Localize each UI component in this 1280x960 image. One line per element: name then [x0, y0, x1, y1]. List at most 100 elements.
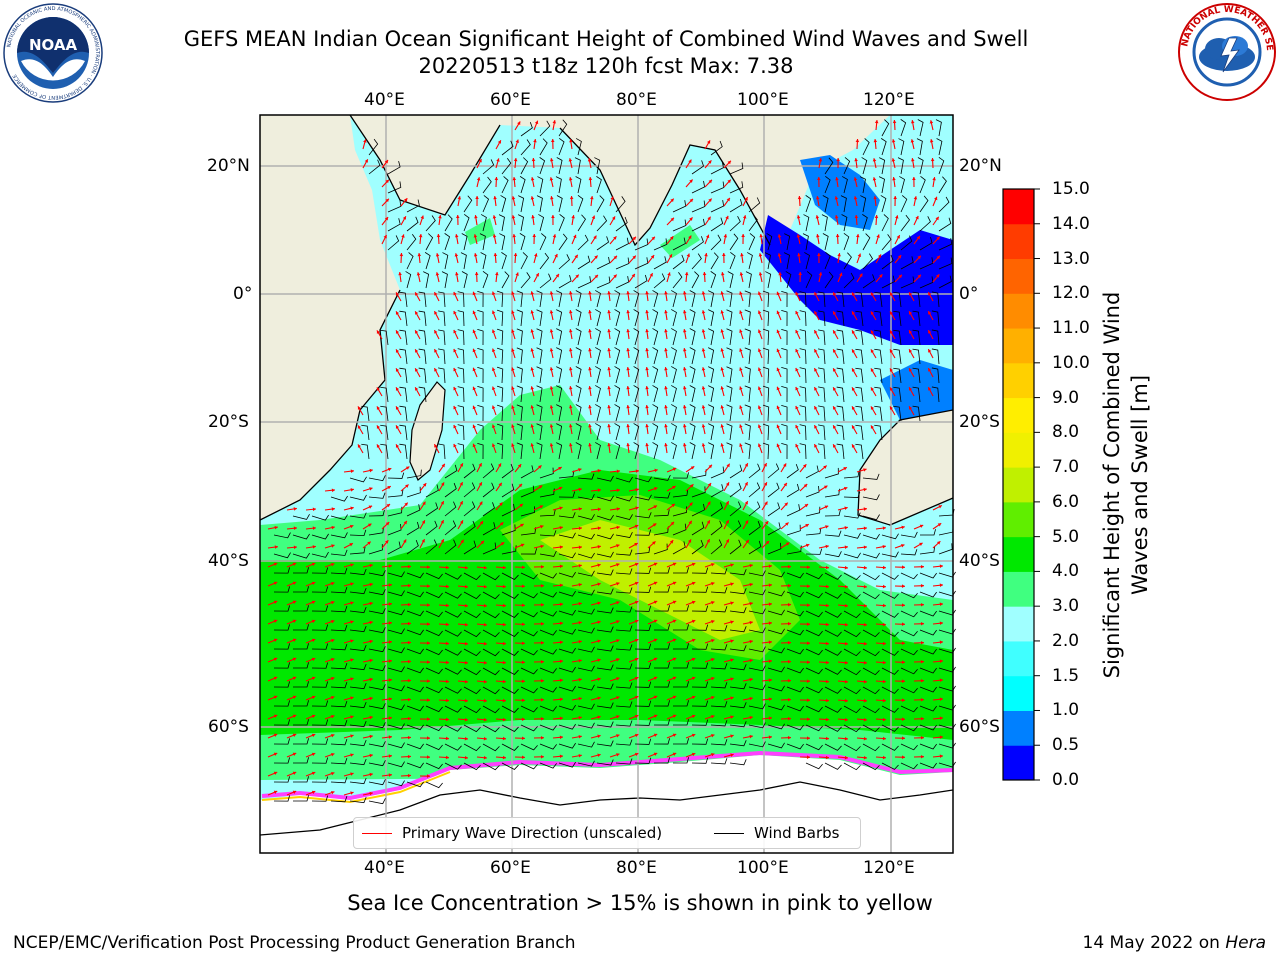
wave-arrow-head: [920, 640, 924, 645]
wave-arrow-head: [530, 348, 534, 352]
wind-barb: [840, 195, 847, 213]
wave-arrow-head: [502, 660, 506, 665]
wind-barb: [575, 347, 582, 365]
wind-barb: [860, 195, 867, 213]
wave-arrow-head: [626, 310, 630, 314]
wave-arrow-head: [395, 406, 400, 410]
wave-arrow-head: [763, 482, 767, 486]
wave-arrow-head: [688, 520, 692, 525]
wave-arrow-head: [935, 216, 939, 221]
wave-arrow-head: [613, 274, 617, 278]
wind-barb: [444, 482, 457, 498]
wind-barb: [368, 703, 386, 710]
wind-barb: [596, 215, 608, 232]
wind-barb: [836, 424, 845, 441]
wave-arrow-head: [521, 717, 525, 722]
wave-arrow-head: [895, 215, 899, 219]
wave-arrow-head: [531, 158, 536, 162]
wind-barb: [368, 475, 386, 482]
wind-barb: [919, 257, 934, 270]
wave-arrow-head: [593, 235, 597, 240]
wave-arrow-head: [415, 330, 419, 334]
wind-barb: [311, 605, 329, 612]
wave-arrow-head: [768, 583, 772, 587]
wave-arrow-head: [483, 584, 487, 589]
wave-arrow-head: [939, 640, 943, 645]
wave-arrow-head: [653, 657, 658, 661]
wave-arrow-head: [535, 273, 539, 277]
wind-barb: [577, 646, 595, 653]
wind-barb: [595, 442, 601, 460]
wave-arrow-head: [805, 524, 809, 528]
wind-barb: [518, 195, 525, 213]
wind-barb: [652, 366, 659, 384]
wave-arrow-head: [613, 236, 617, 240]
wave-arrow-head: [777, 253, 782, 257]
wind-barb: [406, 629, 424, 636]
wind-barb: [652, 290, 659, 308]
wave-arrow-head: [569, 196, 574, 200]
wave-arrow-head: [491, 291, 496, 296]
wind-barb: [653, 238, 668, 251]
wind-barb: [577, 514, 595, 521]
wave-arrow-head: [851, 425, 856, 429]
wave-arrow-head: [672, 467, 677, 471]
wave-arrow-head: [720, 443, 724, 447]
wave-arrow-head: [483, 641, 487, 646]
wave-arrow-head: [844, 584, 848, 589]
wave-arrow-head: [407, 659, 411, 664]
wind-barb: [799, 329, 807, 346]
wind-barb: [767, 723, 785, 730]
wind-barb: [745, 271, 752, 289]
wave-arrow-head: [388, 773, 392, 777]
wind-barb: [671, 347, 677, 365]
wave-arrow-head: [616, 507, 620, 511]
wind-barb: [805, 195, 812, 213]
wave-arrow-head: [405, 466, 410, 470]
wind-barb: [539, 138, 548, 156]
map-frame: [259, 114, 954, 854]
wind-barb: [919, 686, 937, 693]
wave-arrow-head: [578, 734, 582, 739]
wave-arrow-head: [818, 272, 823, 276]
wave-arrow-head: [426, 755, 430, 759]
wave-arrow-head: [626, 291, 630, 295]
wave-arrow-head: [350, 506, 354, 511]
wind-barb: [729, 464, 743, 479]
wave-arrow-head: [559, 602, 563, 607]
wind-barb: [919, 610, 937, 617]
wave-arrow-head: [836, 158, 840, 162]
wave-arrow-head: [909, 292, 913, 296]
wind-barb: [349, 796, 367, 804]
wave-arrow-head: [407, 564, 411, 569]
wind-barb: [726, 423, 733, 441]
wave-arrow-head: [934, 196, 938, 201]
wind-barb: [938, 196, 950, 213]
wind-barb: [444, 629, 462, 637]
wave-arrow-head: [787, 583, 791, 588]
wind-barb: [615, 476, 633, 483]
wave-arrow-head: [530, 310, 534, 314]
wave-arrow-head: [787, 621, 791, 626]
wind-barb: [799, 310, 807, 327]
wind-barb: [477, 404, 484, 422]
wind-barb: [652, 442, 659, 460]
wave-arrow-head: [939, 716, 943, 721]
wind-barb: [349, 758, 367, 766]
wind-barb: [729, 645, 747, 652]
wave-arrow-head: [725, 482, 730, 486]
wind-barb: [501, 572, 519, 580]
wind-barb: [824, 271, 834, 289]
wind-barb: [917, 119, 924, 137]
wave-arrow-head: [787, 735, 791, 740]
wave-arrow-head: [870, 330, 875, 334]
wave-arrow-head: [517, 464, 522, 468]
wind-barb: [691, 539, 704, 555]
wave-arrow-head: [511, 443, 515, 447]
wave-arrow-head: [814, 387, 818, 391]
wind-barb: [762, 404, 770, 422]
wind-barb: [330, 682, 348, 689]
wave-arrow-head: [616, 488, 620, 493]
wind-barb: [767, 482, 780, 498]
wind-barb: [501, 724, 519, 732]
